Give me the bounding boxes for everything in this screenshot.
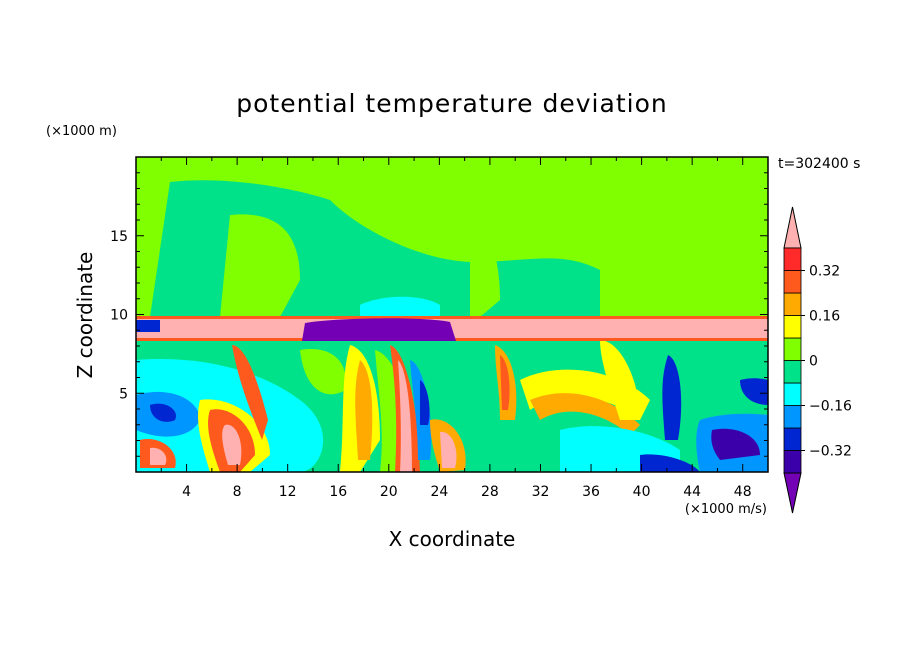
colorbar-box [783,292,802,316]
x-tick-label: 20 [380,484,398,500]
colorbar: 0.32 0.16 0 −0.16 −0.32 [783,206,852,514]
colorbar-label: 0 [809,354,818,370]
x-axis-title: X coordinate [389,527,516,551]
x-tick-label: 24 [430,484,448,500]
x-unit-label: (×1000 m/s) [685,502,767,517]
colorbar-label: 0.16 [809,309,840,325]
x-axis: 4 8 12 16 20 24 28 32 36 40 44 48 [160,157,752,500]
y-tick-label: 10 [110,308,128,324]
y-axis: 5 10 15 [110,172,768,457]
x-tick-label: 4 [182,484,191,500]
colorbar-box [783,270,802,294]
colorbar-label: −0.32 [809,444,852,460]
x-tick-label: 40 [633,484,651,500]
time-label: t=302400 s [778,156,860,172]
x-tick-label: 44 [683,484,701,500]
x-tick-label: 48 [734,484,752,500]
colorbar-label: −0.16 [809,399,852,415]
anomaly-blob [302,318,456,341]
colorbar-box [783,450,802,474]
colorbar-box [783,247,802,271]
x-tick-label: 12 [279,484,297,500]
x-tick-label: 28 [481,484,499,500]
colorbar-label: 0.32 [809,264,840,280]
y-unit-label: (×1000 m) [46,124,117,139]
y-tick-label: 5 [119,386,128,402]
colorbar-box [783,337,802,361]
y-axis-title: Z coordinate [73,252,97,379]
heatmap-field [136,157,768,472]
colorbar-box [783,360,802,384]
colorbar-extend-bottom [783,472,802,514]
colorbar-box [783,405,802,429]
colorbar-box [783,315,802,339]
x-tick-label: 36 [582,484,600,500]
x-tick-label: 16 [329,484,347,500]
colorbar-extend-top [783,206,802,249]
y-tick-label: 15 [110,229,128,245]
x-tick-label: 8 [233,484,242,500]
x-tick-label: 32 [532,484,550,500]
colorbar-box [783,382,802,406]
colorbar-box [783,427,802,451]
chart-title: potential temperature deviation [236,89,667,118]
